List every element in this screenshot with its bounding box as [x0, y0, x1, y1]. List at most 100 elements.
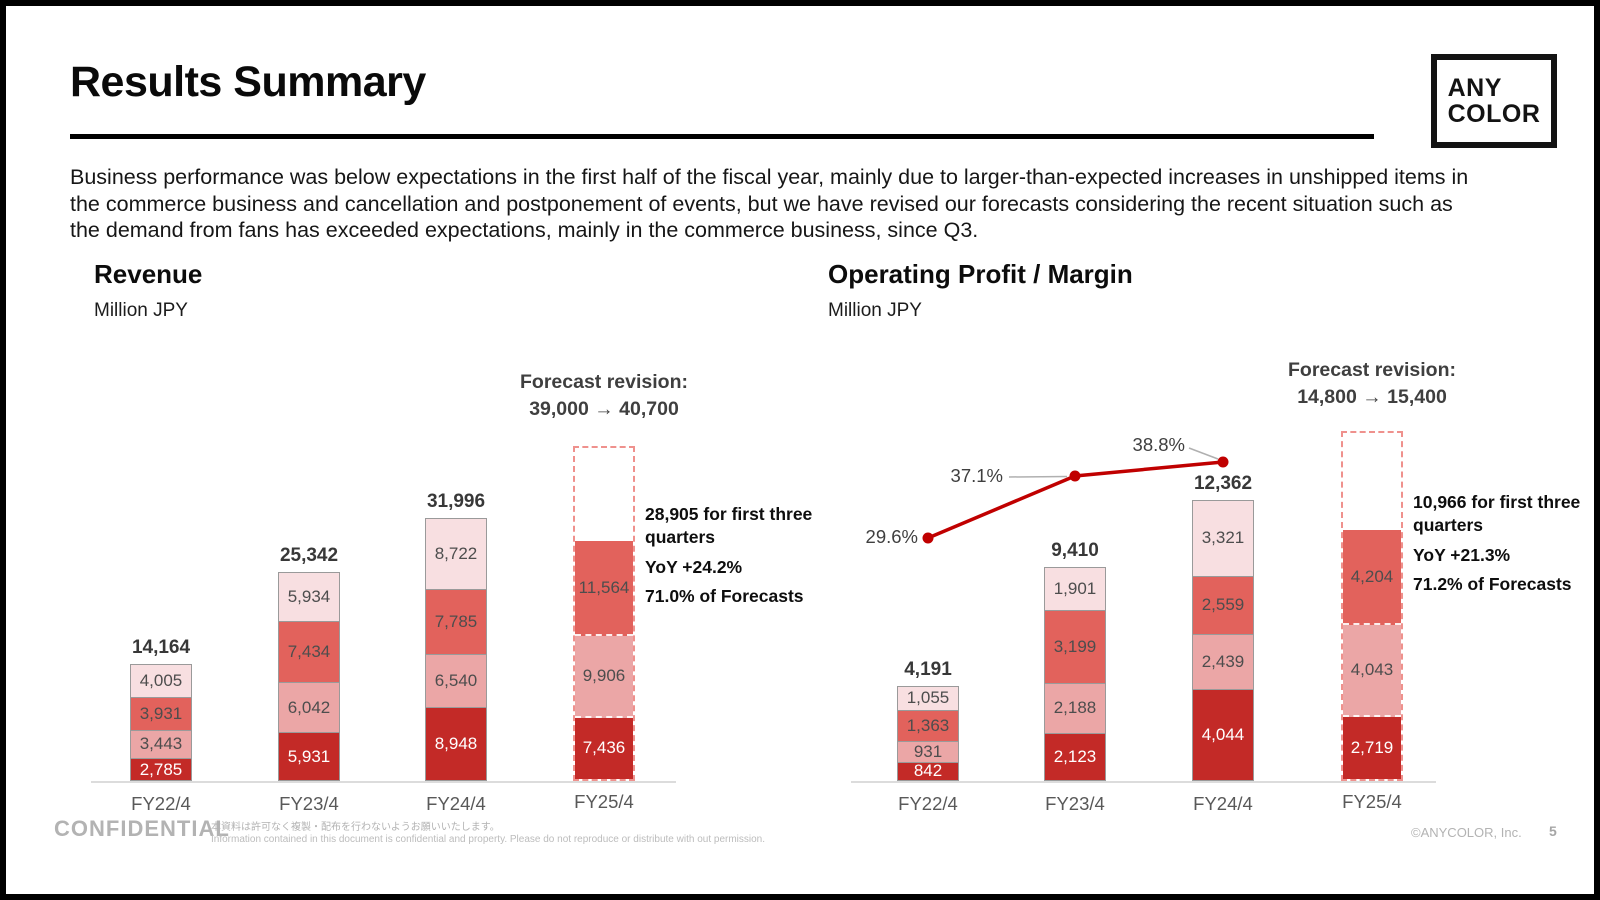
margin-percent-label: 38.8%	[1132, 434, 1185, 455]
category-label: FY24/4	[426, 793, 486, 814]
segment-value-label: 5,931	[287, 746, 331, 766]
bar-segment: 2,188	[1044, 683, 1106, 733]
bar-segment: 6,042	[278, 682, 340, 733]
footer-copyright: ©ANYCOLOR, Inc.	[1411, 825, 1522, 840]
bar-total-label: 31,996	[426, 490, 486, 512]
page-title: Results Summary	[70, 58, 426, 106]
footer-note-en: Information contained in this document i…	[211, 834, 766, 845]
bar-segment: 3,199	[1044, 610, 1106, 684]
bar-segment: 1,363	[897, 709, 959, 741]
bar-fy22-4: 2,785 3,443 3,931 4,005 14,164 FY22/4	[130, 637, 192, 814]
bar-fy24-4: 8,948 6,540 7,785 8,722 31,996 FY24/4	[425, 491, 487, 814]
profit-chart-plot: Forecast revision: 14,800 → 15,400 10,96…	[851, 359, 1580, 814]
anycolor-logo: ANY COLOR	[1431, 54, 1557, 148]
segment-value-label: 7,434	[287, 642, 331, 662]
revenue-annotation: 28,905 for first three quarters YoY +24.…	[645, 504, 813, 607]
segment-value-label: 2,719	[1350, 738, 1394, 758]
bar-segment: 2,123	[1044, 732, 1106, 781]
category-label: FY25/4	[1342, 791, 1402, 812]
bar-fy24-4: 4,044 2,439 2,559 3,321 12,362 FY24/4	[1192, 473, 1254, 814]
profit-chart-unit: Million JPY	[828, 300, 922, 321]
segment-value-label: 5,934	[287, 587, 331, 607]
bar-fy23-4: 5,931 6,042 7,434 5,934 25,342 FY23/4	[278, 545, 340, 814]
bar-segment: 842	[897, 761, 959, 781]
category-label: FY22/4	[898, 793, 958, 814]
bar-segment: 5,934	[278, 572, 340, 622]
bar-segment: 1,901	[1044, 567, 1106, 611]
segment-value-label: 3,931	[139, 704, 183, 724]
bar-segment: 5,931	[278, 732, 340, 781]
category-label: FY23/4	[1045, 793, 1105, 814]
bar-segment: 4,005	[130, 664, 192, 698]
bar-total-label: 12,362	[1193, 473, 1253, 495]
bar-segment: 8,948	[425, 707, 487, 781]
bar-segment: 3,321	[1192, 500, 1254, 576]
segment-value-label: 8,948	[434, 734, 478, 754]
segment-value-label: 842	[913, 761, 943, 781]
segment-value-label: 2,439	[1201, 651, 1245, 671]
revenue-axis-line	[91, 781, 676, 783]
bar-segment: 3,931	[130, 697, 192, 730]
revenue-chart-unit: Million JPY	[94, 300, 188, 321]
bar-segment: 9,906	[575, 636, 633, 718]
category-label: FY23/4	[279, 793, 339, 814]
segment-value-label: 4,043	[1350, 660, 1394, 680]
bar-segment: 7,785	[425, 589, 487, 654]
segment-value-label: 1,901	[1053, 579, 1097, 599]
bar-segment: 4,044	[1192, 689, 1254, 781]
bar-segment: 11,564	[575, 541, 633, 637]
segment-value-label: 11,564	[578, 577, 630, 597]
bar-segment: 2,785	[130, 758, 192, 781]
profit-forecast-revision: Forecast revision: 14,800 → 15,400	[1288, 359, 1456, 408]
bar-fy23-4: 2,123 2,188 3,199 1,901 9,410 FY23/4	[1044, 540, 1106, 814]
segment-value-label: 8,722	[434, 544, 478, 564]
margin-percent-label: 37.1%	[950, 465, 1003, 486]
bar-segment: 2,719	[1343, 717, 1401, 779]
profit-annotation: 10,966 for first three quarters YoY +21.…	[1413, 492, 1581, 595]
segment-value-label: 4,204	[1350, 566, 1394, 586]
anycolor-logo-text: ANY COLOR	[1447, 73, 1541, 128]
bar-segment: 4,043	[1343, 625, 1401, 718]
bar-total-label: 14,164	[131, 637, 191, 659]
segment-value-label: 9,906	[582, 666, 626, 686]
bar-total-label: 9,410	[1051, 540, 1099, 562]
bar-segment: 2,559	[1192, 575, 1254, 634]
revenue-forecast-revision: Forecast revision: 39,000 → 40,700	[520, 371, 688, 420]
bar-fy22-4: 842 931 1,363 1,055 4,191 FY22/4	[897, 659, 959, 814]
segment-value-label: 1,055	[906, 688, 950, 708]
segment-value-label: 3,443	[139, 734, 183, 754]
margin-point	[1217, 456, 1229, 468]
margin-percent-label: 29.6%	[865, 526, 918, 547]
bar-segment: 7,434	[278, 621, 340, 683]
segment-value-label: 931	[913, 741, 943, 761]
bar-segment: 6,540	[425, 653, 487, 708]
bar-total-label: 25,342	[279, 545, 339, 567]
bar-segment: 4,204	[1343, 529, 1401, 626]
revenue-chart-plot: Forecast revision: 39,000 → 40,700 28,90…	[91, 371, 812, 814]
label-leader-line	[1008, 475, 1068, 478]
segment-value-label: 3,321	[1201, 528, 1245, 548]
segment-value-label: 6,042	[287, 697, 331, 717]
segment-value-label: 2,123	[1053, 746, 1097, 766]
revenue-chart-title: Revenue	[94, 259, 203, 289]
segment-value-label: 2,785	[139, 759, 183, 779]
profit-axis-line	[851, 781, 1436, 783]
segment-value-label: 7,785	[434, 612, 478, 631]
bar-fy25-4: 2,719 4,043 4,204 FY25/4	[1341, 431, 1403, 812]
segment-value-label: 3,199	[1053, 637, 1097, 657]
segment-value-label: 7,436	[582, 738, 626, 758]
segment-value-label: 2,188	[1053, 698, 1097, 718]
bar-segment: 7,436	[575, 717, 633, 779]
segment-value-label: 4,044	[1201, 725, 1245, 745]
segment-value-label: 4,005	[139, 671, 183, 691]
page-number: 5	[1549, 823, 1557, 839]
intro-paragraph: Business performance was below expectati…	[70, 165, 1469, 243]
category-label: FY24/4	[1193, 793, 1253, 814]
bar-total-label: 4,191	[904, 658, 952, 680]
bar-fy25-4: 7,436 9,906 11,564 FY25/4	[573, 446, 635, 812]
bar-segment: 2,439	[1192, 633, 1254, 690]
confidential-label: CONFIDENTIAL	[54, 816, 230, 841]
footer-note-jp: 本資料は許可なく複製・配布を行わないようお願いいたします。	[211, 822, 500, 833]
segment-value-label: 1,363	[906, 715, 950, 735]
